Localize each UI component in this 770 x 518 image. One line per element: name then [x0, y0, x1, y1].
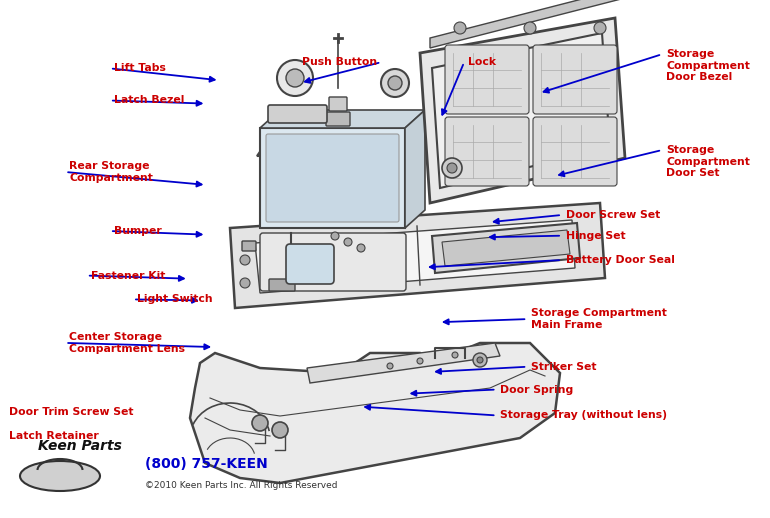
Circle shape — [388, 76, 402, 90]
Text: Storage Compartment
Main Frame: Storage Compartment Main Frame — [531, 308, 667, 330]
FancyBboxPatch shape — [445, 45, 529, 114]
Circle shape — [417, 358, 423, 364]
Text: Fastener Kit: Fastener Kit — [91, 270, 166, 281]
FancyBboxPatch shape — [533, 117, 617, 186]
Circle shape — [240, 278, 250, 288]
FancyBboxPatch shape — [445, 117, 529, 186]
FancyBboxPatch shape — [260, 233, 406, 291]
Circle shape — [477, 357, 483, 363]
FancyBboxPatch shape — [268, 105, 327, 123]
Polygon shape — [260, 110, 425, 128]
FancyBboxPatch shape — [326, 112, 350, 126]
Text: Striker Set: Striker Set — [531, 362, 597, 372]
Polygon shape — [420, 18, 625, 203]
Polygon shape — [430, 0, 625, 48]
Polygon shape — [260, 128, 405, 228]
Circle shape — [452, 352, 458, 358]
Text: Battery Door Seal: Battery Door Seal — [566, 255, 675, 265]
Text: Storage
Compartment
Door Bezel: Storage Compartment Door Bezel — [666, 49, 750, 82]
Circle shape — [447, 163, 457, 173]
Text: Storage
Compartment
Door Set: Storage Compartment Door Set — [666, 145, 750, 178]
Polygon shape — [255, 220, 575, 293]
FancyBboxPatch shape — [269, 279, 295, 291]
Polygon shape — [257, 140, 408, 156]
Text: Rear Storage
Compartment: Rear Storage Compartment — [69, 161, 153, 183]
Text: Hinge Set: Hinge Set — [566, 231, 625, 241]
Circle shape — [442, 158, 462, 178]
Circle shape — [277, 60, 313, 96]
Circle shape — [331, 232, 339, 240]
Text: Keen Parts: Keen Parts — [38, 439, 122, 453]
Polygon shape — [405, 110, 425, 228]
Polygon shape — [190, 343, 560, 483]
Text: Lock: Lock — [468, 57, 496, 67]
Circle shape — [524, 22, 536, 34]
Text: Push Button: Push Button — [302, 57, 377, 67]
FancyBboxPatch shape — [266, 134, 399, 222]
Polygon shape — [307, 343, 500, 383]
Text: Center Storage
Compartment Lens: Center Storage Compartment Lens — [69, 332, 186, 354]
Text: Door Screw Set: Door Screw Set — [566, 210, 660, 220]
Text: ©2010 Keen Parts Inc. All Rights Reserved: ©2010 Keen Parts Inc. All Rights Reserve… — [145, 481, 337, 490]
Text: Storage Tray (without lens): Storage Tray (without lens) — [500, 410, 668, 421]
Text: Latch Bezel: Latch Bezel — [114, 95, 184, 106]
Circle shape — [357, 244, 365, 252]
Circle shape — [252, 415, 268, 431]
FancyBboxPatch shape — [286, 244, 334, 284]
Text: (800) 757-KEEN: (800) 757-KEEN — [145, 457, 268, 471]
Circle shape — [473, 353, 487, 367]
Polygon shape — [230, 203, 605, 308]
Circle shape — [240, 255, 250, 265]
Circle shape — [287, 246, 295, 254]
FancyBboxPatch shape — [533, 45, 617, 114]
Polygon shape — [432, 223, 580, 273]
Ellipse shape — [20, 461, 100, 491]
Text: Latch Retainer: Latch Retainer — [9, 431, 99, 441]
Text: Door Trim Screw Set: Door Trim Screw Set — [9, 407, 134, 417]
Circle shape — [286, 69, 304, 87]
Circle shape — [594, 22, 606, 34]
Text: Door Spring: Door Spring — [500, 384, 574, 395]
Text: Lift Tabs: Lift Tabs — [114, 63, 166, 74]
Polygon shape — [263, 143, 400, 153]
Circle shape — [344, 238, 352, 246]
FancyBboxPatch shape — [329, 97, 347, 111]
Polygon shape — [442, 230, 570, 266]
Text: Bumper: Bumper — [114, 226, 162, 236]
Polygon shape — [432, 33, 610, 188]
Circle shape — [454, 22, 466, 34]
Circle shape — [272, 422, 288, 438]
FancyBboxPatch shape — [242, 241, 256, 251]
Text: Light Switch: Light Switch — [137, 294, 213, 305]
Circle shape — [381, 69, 409, 97]
Circle shape — [387, 363, 393, 369]
